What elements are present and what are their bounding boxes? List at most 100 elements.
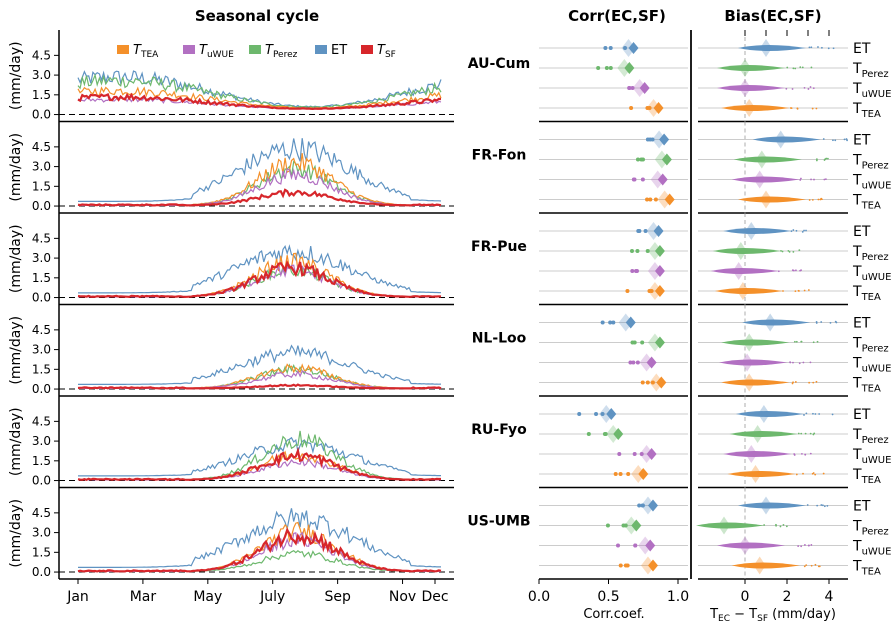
ts-panel-RU-Fyo: 0.0 1.5 3.0 4.5 (mm/day) — [8, 396, 454, 489]
row-label: ET — [853, 41, 871, 57]
bias-outlier — [763, 524, 766, 526]
row-label-main: T — [852, 81, 862, 97]
y-tick-label: 4.5 — [32, 323, 51, 337]
bias-median — [753, 170, 766, 189]
seasonal-cycle-panels: 0.0 1.5 3.0 4.5 (mm/day) AU-Cum 0.0 1.5 3.0 4.5 (m… — [8, 30, 531, 605]
corr-outlier — [632, 340, 637, 345]
figure-text: Seasonal cycle Corr(EC,SF) Bias(EC,SF) C… — [195, 7, 836, 624]
bias-median — [739, 536, 751, 555]
y-tick-label: 0.0 — [32, 291, 51, 305]
bias-distribution — [735, 411, 804, 417]
corr-title: Corr(EC,SF) — [568, 7, 666, 25]
legend-sub: Perez — [273, 50, 298, 60]
bias-outlier — [800, 177, 802, 180]
row-label-main: T — [852, 467, 862, 483]
bias-outlier — [800, 545, 803, 548]
row-label-main: T — [852, 284, 862, 300]
corr-marker — [653, 225, 664, 237]
bias-outlier — [799, 66, 802, 69]
bias-distribution — [729, 431, 798, 437]
corr-outlier — [616, 543, 621, 548]
y-tick-label: 0.0 — [32, 565, 51, 579]
corr-outlier — [608, 46, 613, 50]
row-label-sub: Perez — [862, 69, 889, 80]
corr-outlier — [604, 66, 609, 70]
bias-median — [718, 516, 730, 535]
bias-outlier — [815, 159, 818, 162]
corr-outlier — [627, 86, 632, 90]
bias-outlier — [812, 412, 814, 415]
y-tick-label: 1.5 — [32, 88, 51, 102]
corr-marker — [646, 448, 657, 460]
corr-outlier — [605, 523, 610, 528]
bias-outlier — [807, 289, 810, 291]
site-label: FR-Fon — [472, 147, 527, 163]
bias-outlier — [802, 361, 805, 364]
x-tick-label: Sep — [324, 589, 351, 605]
series-T_SF — [77, 446, 441, 482]
bias-outlier — [798, 362, 801, 365]
bias-outlier — [821, 504, 824, 507]
corr-outlier — [635, 360, 640, 365]
row-label-main: T — [852, 101, 862, 117]
bias-outlier — [832, 139, 834, 142]
corr-marker — [638, 468, 649, 480]
bias-outlier — [792, 250, 795, 253]
legend-main: T — [265, 43, 274, 58]
bias-median — [745, 222, 758, 240]
bias-distribution — [752, 136, 821, 143]
bias-outlier — [797, 545, 800, 547]
bias-distribution — [738, 502, 806, 509]
bias-outlier — [782, 524, 785, 526]
series-T_SF — [77, 188, 442, 207]
corr-outlier — [640, 340, 645, 345]
bias-outlier — [816, 504, 819, 507]
corr-marker — [628, 42, 639, 54]
row-label: ET — [853, 316, 871, 332]
row-label: TuWUE — [852, 264, 891, 283]
corr-marker — [639, 82, 650, 94]
bias-outlier — [805, 229, 807, 232]
y-axis-label: (mm/day) — [8, 407, 24, 476]
bias-distribution — [717, 85, 785, 91]
site-label: NL-Loo — [472, 330, 527, 346]
bias-median — [732, 262, 745, 280]
corr-outlier — [645, 106, 650, 110]
corr-marker — [659, 133, 670, 146]
row-label: ET — [853, 224, 871, 240]
legend-swatch — [249, 45, 261, 54]
bias-outlier — [831, 413, 834, 416]
bias-outlier — [820, 504, 823, 506]
bias-median — [734, 242, 747, 260]
corr-outlier — [602, 432, 607, 436]
bias-outlier — [789, 361, 792, 364]
bias-distribution — [719, 359, 788, 366]
row-label-main: T — [852, 427, 862, 443]
bias-outlier — [775, 523, 777, 526]
row-label-main: T — [852, 539, 862, 555]
row-label-main: T — [852, 559, 862, 575]
bias-outlier — [806, 504, 809, 506]
bias-outlier — [810, 544, 813, 546]
corr-outlier — [630, 269, 635, 273]
corr-outlier — [650, 380, 655, 385]
legend-label: TSF — [377, 43, 396, 60]
bias-outlier — [814, 563, 817, 566]
bias-outlier — [818, 565, 821, 568]
bias-outlier — [804, 453, 807, 456]
row-label-sub: Perez — [862, 527, 889, 538]
bias-median — [739, 59, 751, 77]
corr-outlier — [640, 503, 645, 508]
bias-median — [751, 425, 764, 443]
bias-outlier — [797, 432, 800, 435]
bias-outlier — [793, 340, 796, 343]
row-label: TPerez — [852, 336, 889, 355]
row-label-sub: uWUE — [862, 547, 891, 558]
bias-distribution — [717, 542, 785, 549]
y-tick-label: 0.0 — [32, 199, 51, 213]
bias-outlier — [795, 340, 798, 343]
corr-marker — [624, 62, 635, 74]
corr-marker — [654, 336, 665, 349]
bias-outlier — [795, 473, 798, 476]
